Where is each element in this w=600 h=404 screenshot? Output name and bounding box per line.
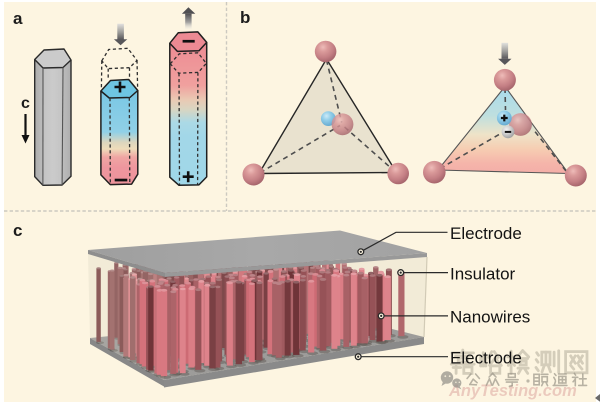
svg-text:c: c (13, 221, 22, 240)
svg-text:Nanowires: Nanowires (450, 308, 530, 327)
svg-text:b: b (240, 8, 250, 27)
svg-text:Insulator: Insulator (450, 264, 516, 283)
svg-text:Electrode: Electrode (450, 224, 522, 243)
svg-text:c: c (21, 95, 30, 112)
svg-text:a: a (13, 9, 23, 28)
svg-text:Electrode: Electrode (450, 348, 522, 367)
svg-text:AnyTesting.com: AnyTesting.com (448, 382, 577, 400)
